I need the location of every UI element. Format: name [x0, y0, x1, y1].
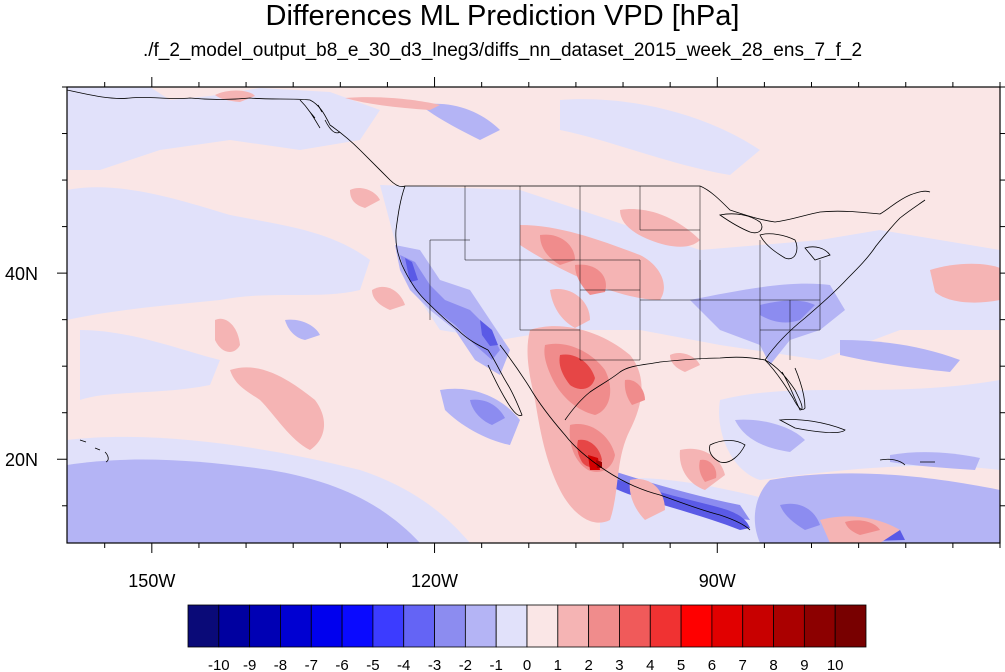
colorbar-swatch [403, 604, 435, 648]
colorbar-swatch [588, 604, 620, 648]
map-frame [66, 86, 1001, 544]
dark-red-regions [559, 354, 602, 470]
colorbar-label: 7 [739, 657, 747, 672]
lat-tick-label: 40N [5, 264, 38, 284]
colorbar-swatch [680, 604, 713, 648]
colorbar-label: 0 [523, 657, 531, 672]
colorbar-swatch [280, 604, 312, 648]
colorbar-label: 4 [646, 657, 654, 672]
colorbar-label: -7 [305, 657, 318, 672]
vpd-difference-field [67, 87, 1000, 543]
colorbar-swatch [773, 604, 805, 648]
colorbar: -10 -9 -8 -7 -6 -5 -4 -3 -2 -1 0 1 2 3 4 5 6 7 8 9 10 [187, 604, 867, 672]
colorbar-label: 2 [584, 657, 592, 672]
colorbar-label: 3 [615, 657, 623, 672]
lon-tick-label: 120W [411, 571, 458, 591]
colorbar-swatch [310, 604, 343, 648]
colorbar-label: -8 [274, 657, 287, 672]
colorbar-label: 1 [554, 657, 562, 672]
colorbar-swatch [249, 604, 281, 648]
lat-tick-label: 20N [5, 450, 38, 470]
colorbar-swatch [742, 604, 774, 648]
colorbar-label: 6 [708, 657, 716, 672]
colorbar-swatch [495, 604, 528, 648]
colorbar-swatch [803, 604, 836, 648]
axis-ticks: 150W 120W 90W 40N 20N [5, 77, 1005, 591]
coastlines-borders [67, 89, 935, 531]
lon-tick-label: 90W [699, 571, 736, 591]
colorbar-swatch [834, 604, 867, 648]
colorbar-label: -4 [397, 657, 410, 672]
colorbar-label: 9 [800, 657, 808, 672]
colorbar-swatch [187, 604, 220, 648]
colorbar-swatch [711, 604, 744, 648]
colorbar-swatch [619, 604, 651, 648]
map-title: Differences ML Prediction VPD [hPa] [265, 0, 740, 32]
colorbar-swatch [557, 604, 590, 648]
colorbar-swatch [341, 604, 374, 648]
colorbar-label: -1 [490, 657, 503, 672]
colorbar-swatch [218, 604, 251, 648]
colorbar-label: 8 [769, 657, 777, 672]
lon-tick-label: 150W [128, 571, 175, 591]
colorbar-label: 5 [677, 657, 685, 672]
colorbar-swatch [372, 604, 405, 648]
state-borders [429, 186, 821, 361]
colorbar-swatch [526, 604, 559, 648]
colorbar-label: -6 [335, 657, 348, 672]
colorbar-label: -10 [208, 657, 230, 672]
colorbar-label: -2 [459, 657, 472, 672]
colorbar-label: -5 [366, 657, 379, 672]
colorbar-swatch [434, 604, 466, 648]
colorbar-label: 10 [827, 657, 844, 672]
colorbar-label: -3 [428, 657, 441, 672]
colorbar-swatch [649, 604, 682, 648]
colorbar-label: -9 [243, 657, 256, 672]
map-subtitle: ./f_2_model_output_b8_e_30_d3_lneg3/diff… [142, 40, 863, 61]
colorbar-swatch [464, 604, 497, 648]
